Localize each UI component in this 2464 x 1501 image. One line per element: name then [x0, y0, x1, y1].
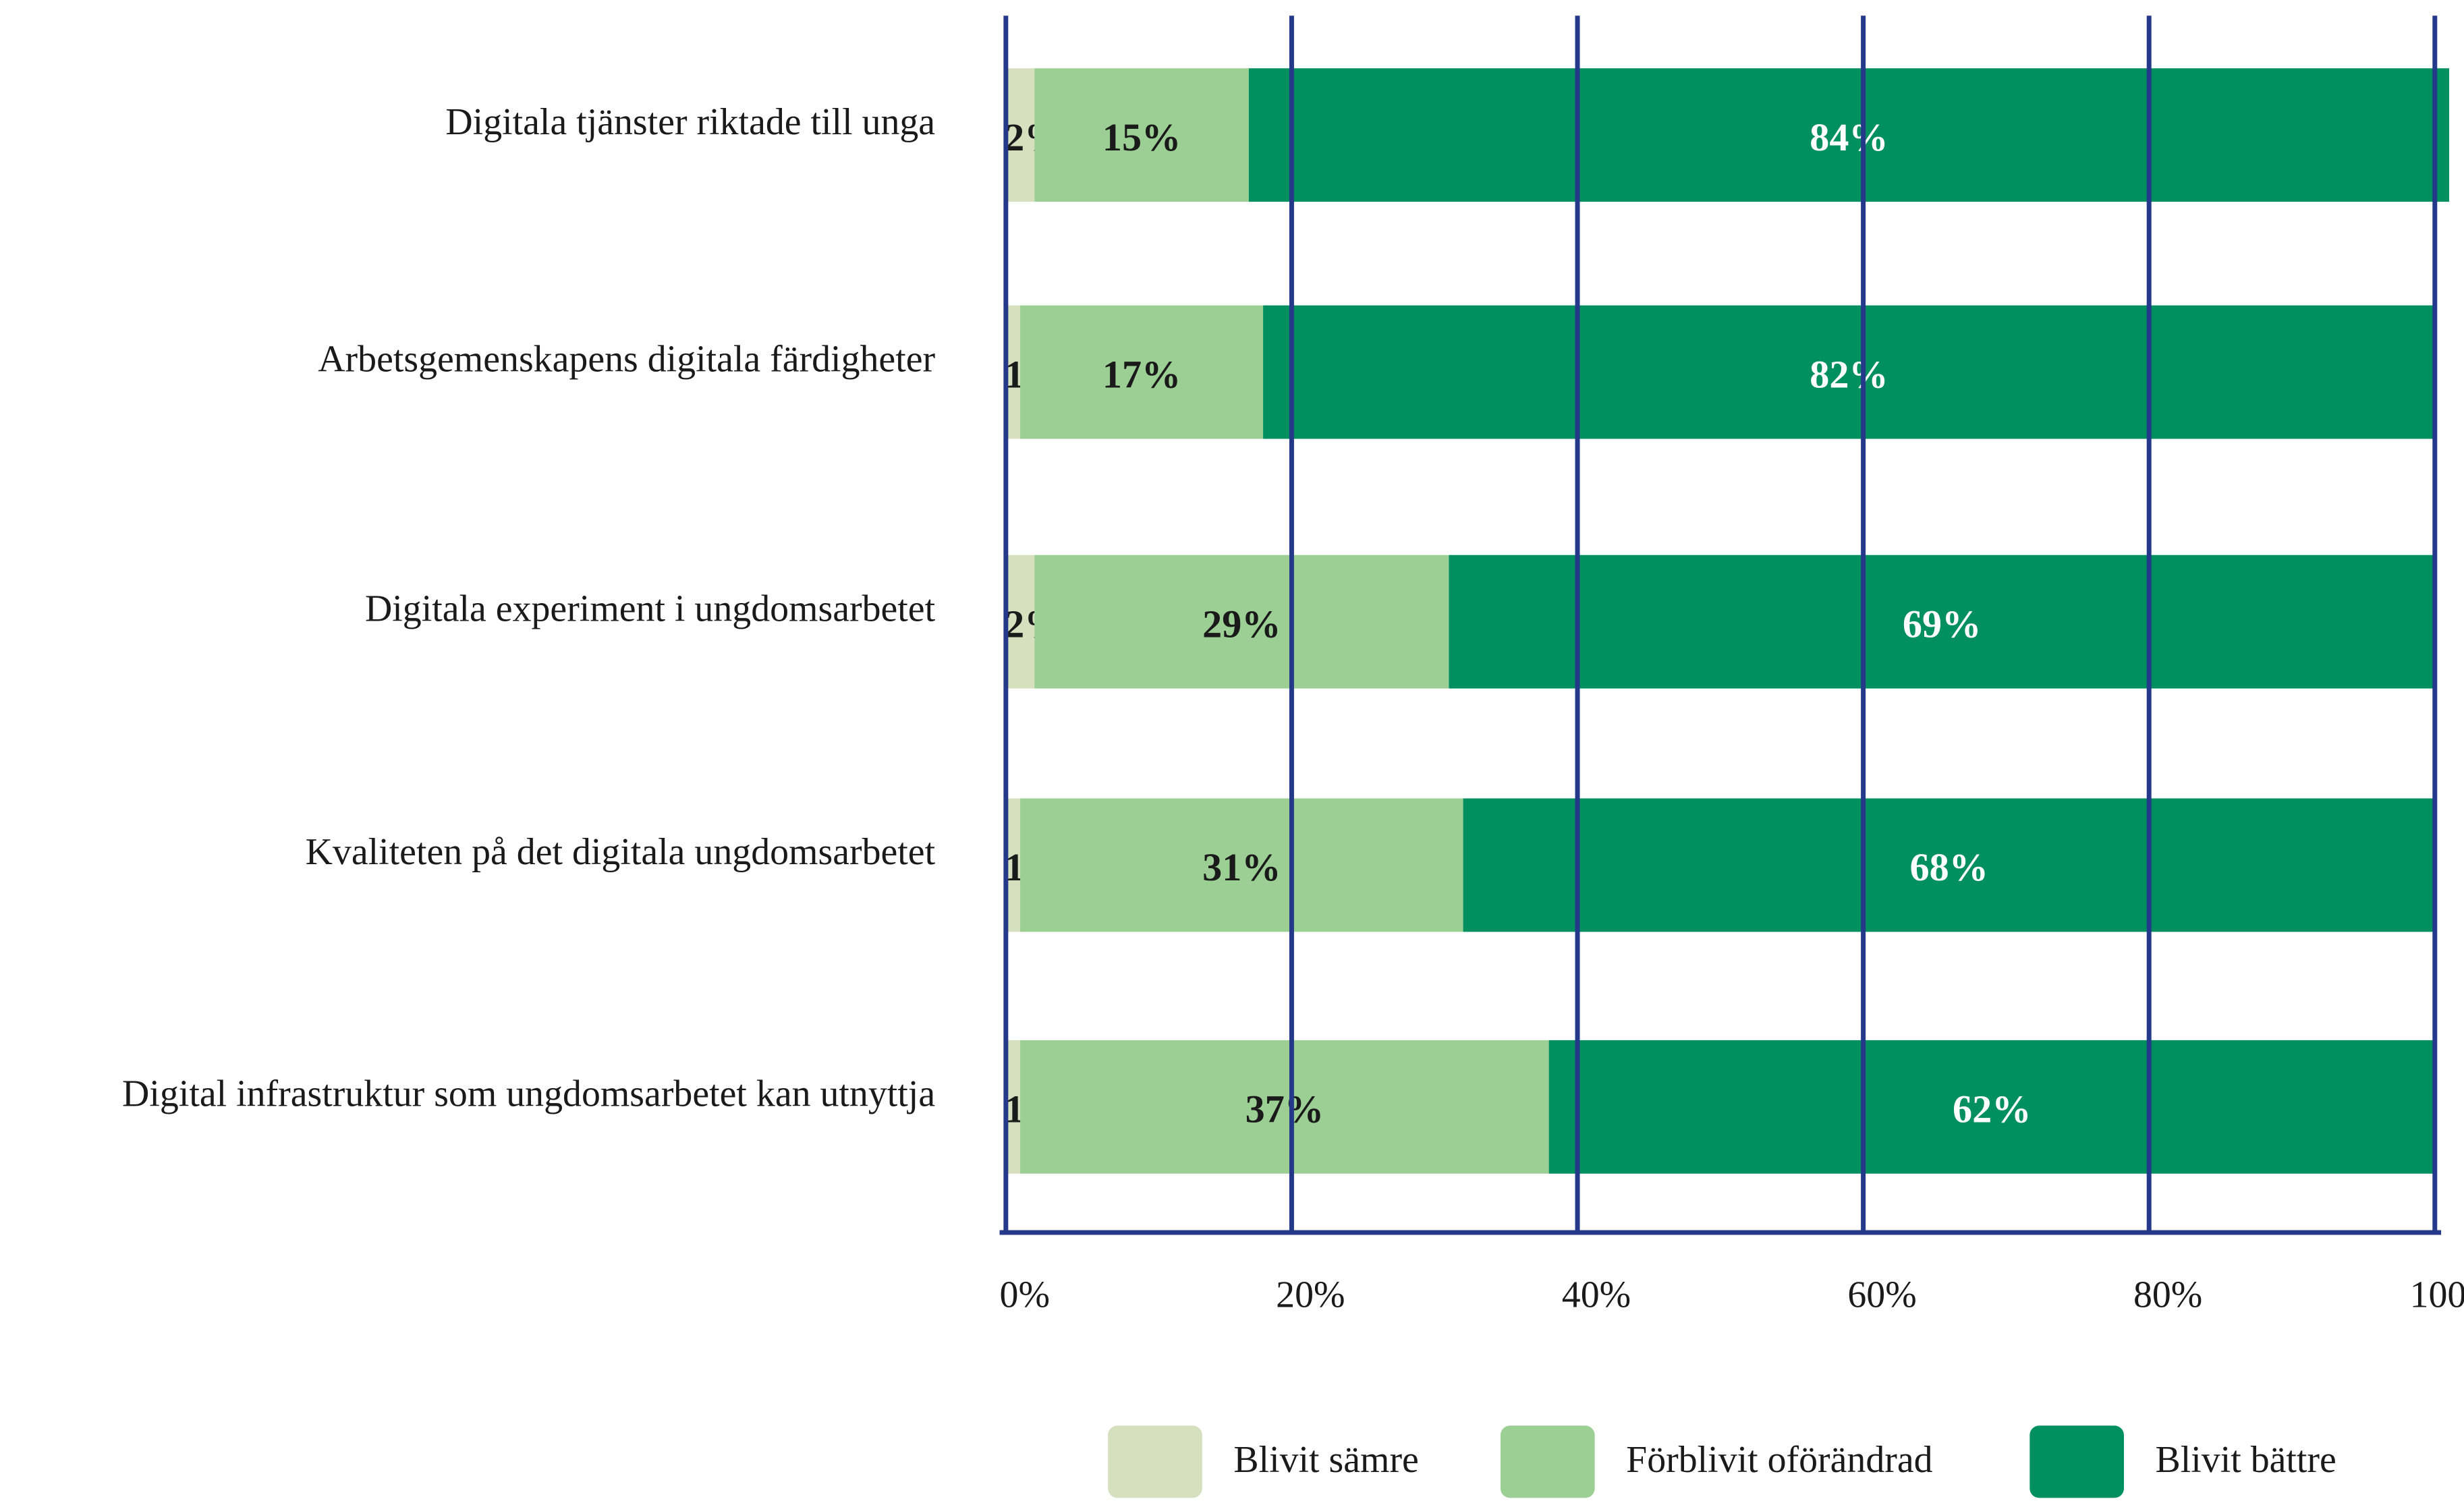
bar-segment — [1034, 555, 1449, 689]
value-label: 17% — [1102, 352, 1181, 396]
x-tick-label: 40% — [1562, 1274, 1631, 1316]
x-tick-label: 20% — [1276, 1274, 1345, 1316]
bar-segment — [1005, 1040, 1021, 1174]
legend-label: Blivit sämre — [1233, 1439, 1419, 1481]
value-label: 15% — [1102, 115, 1181, 159]
legend-swatch — [1108, 1425, 1202, 1498]
bar-segment — [1005, 798, 1021, 932]
bar-segment — [1248, 68, 2449, 202]
bar-segment — [1449, 555, 2435, 689]
value-label: 31% — [1202, 845, 1281, 889]
bar-segment — [1005, 555, 1035, 689]
bar-segment — [1005, 68, 1035, 202]
value-label: 37% — [1245, 1087, 1324, 1131]
value-label: 84% — [1810, 115, 1888, 159]
bar-segment — [1005, 305, 1021, 439]
x-tick-label: 80% — [2133, 1274, 2202, 1316]
legend-swatch — [1500, 1425, 1595, 1498]
legend-swatch — [2029, 1425, 2124, 1498]
category-label: Arbetsgemenskapens digitala färdigheter — [318, 338, 935, 380]
bar-segment — [1034, 68, 1249, 202]
x-tick-label: 0% — [1000, 1274, 1050, 1316]
bar-segment — [1020, 798, 1463, 932]
category-label: Kvaliteten på det digitala ungdomsarbete… — [306, 831, 936, 873]
value-label: 68% — [1910, 845, 1988, 889]
bar-segment — [1263, 305, 2435, 439]
value-label: 69% — [1903, 602, 1981, 646]
legend-label: Förblivit oförändrad — [1626, 1439, 1932, 1481]
legend-label: Blivit bättre — [2156, 1439, 2336, 1481]
category-label: Digitala tjänster riktade till unga — [445, 101, 935, 143]
bar-segment — [1463, 798, 2435, 932]
bar-segment — [1548, 1040, 2435, 1174]
value-label: 62% — [1953, 1087, 2031, 1131]
bar-segment — [1020, 1040, 1549, 1174]
bar-segment — [1020, 305, 1264, 439]
value-label: 82% — [1810, 352, 1888, 396]
value-label: 29% — [1202, 602, 1281, 646]
category-label: Digital infrastruktur som ungdomsarbetet… — [122, 1073, 935, 1115]
category-label: Digitala experiment i ungdomsarbetet — [365, 588, 936, 630]
x-tick-label: 100% — [2410, 1274, 2464, 1316]
x-tick-label: 60% — [1847, 1274, 1916, 1316]
